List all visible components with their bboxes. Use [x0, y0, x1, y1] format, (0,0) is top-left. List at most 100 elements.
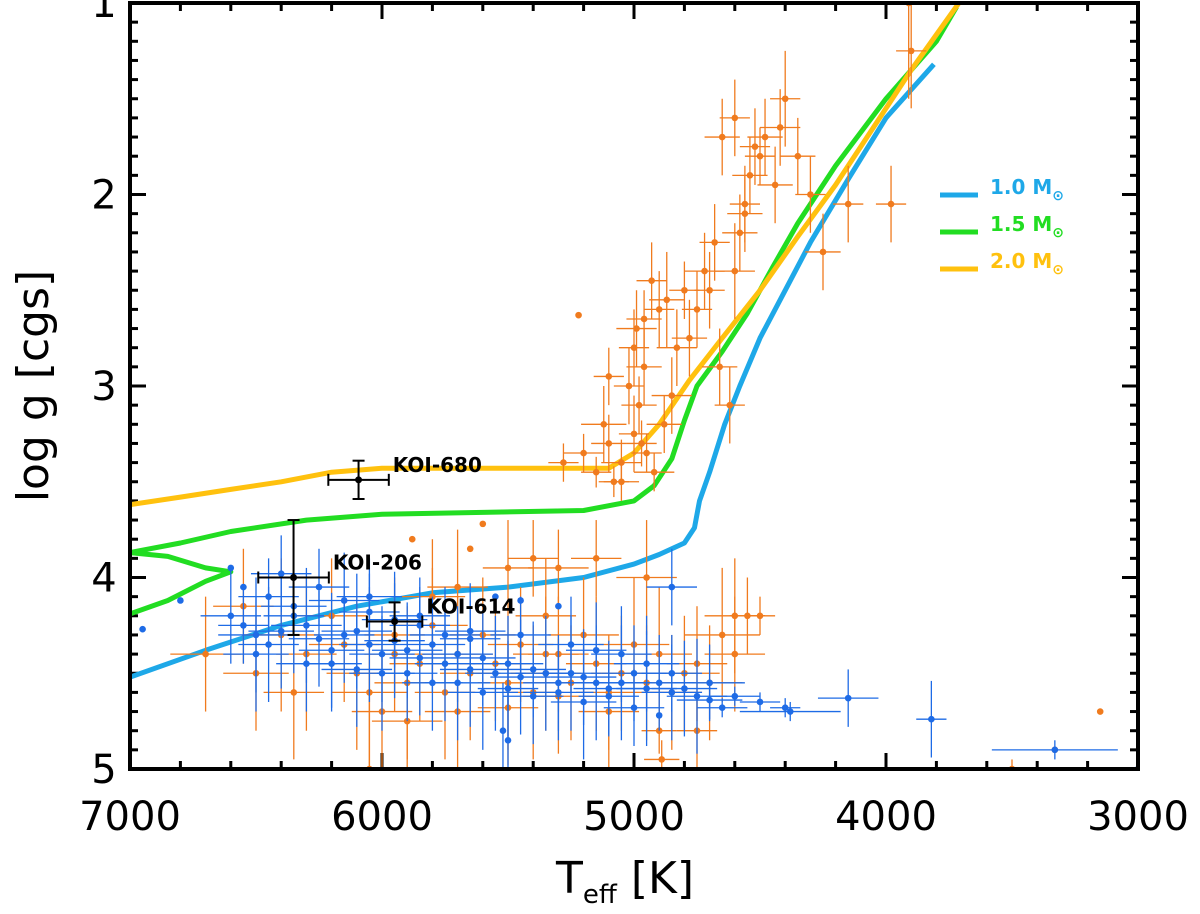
orange-star [684, 567, 760, 702]
koi-star-koi-680: KOI-680 [327, 453, 482, 500]
x-tick-label: 6000 [331, 794, 433, 840]
orange-star [528, 529, 589, 607]
track-1-5-msun [130, 5, 959, 617]
orange-star [714, 223, 755, 319]
blue-star [538, 596, 604, 693]
orange-star [671, 299, 708, 377]
orange-star [896, 3, 927, 109]
blue-star [817, 669, 879, 727]
y-tick-label: 3 [91, 364, 116, 410]
blue-star [276, 615, 337, 712]
axis-labels: 7000 6000 5000 4000 3000 1 2 3 4 5 [79, 0, 1189, 840]
blue-star [646, 548, 697, 626]
blue-star [641, 634, 703, 712]
orange-star [704, 98, 740, 176]
legend-label-3: 2.0 M⊙ [990, 249, 1064, 278]
legend-label-2: 1.5 M⊙ [990, 212, 1064, 241]
legend: 1.0 M⊙ 1.5 M⊙ 2.0 M⊙ [940, 175, 1064, 278]
blue-star [651, 640, 718, 737]
orange-star [508, 520, 559, 597]
orange-star [744, 596, 776, 635]
orange-star [548, 443, 579, 482]
plot-frame [128, 1, 1140, 771]
blue-star [591, 606, 652, 702]
y-tick-label: 1 [91, 0, 116, 27]
blue-star [739, 692, 781, 712]
y-tick-label: 5 [91, 747, 116, 793]
orange-star [702, 328, 738, 406]
blue-star [200, 567, 262, 664]
orange-star [479, 520, 487, 528]
orange-star [656, 309, 697, 386]
blue-star [308, 552, 380, 649]
orange-star [626, 420, 657, 467]
y-tick-label: 2 [91, 173, 116, 219]
blue-star [218, 587, 269, 664]
blue-star [250, 535, 312, 612]
blue-star [223, 596, 289, 712]
x-axis-title: Teff [K] [555, 853, 694, 910]
blue-star [177, 597, 184, 604]
orange-star [482, 520, 534, 616]
orange-star [732, 137, 768, 214]
orange-star [795, 156, 826, 233]
orange-star [613, 347, 645, 425]
blue-star [502, 648, 564, 745]
blue-star [434, 583, 506, 679]
blue-star [565, 602, 627, 699]
orange-star [581, 456, 612, 488]
y-tick-label: 4 [91, 556, 116, 602]
orange-star [833, 165, 864, 243]
orange-star [747, 98, 783, 176]
blue-star [739, 701, 841, 722]
orange-star [571, 520, 622, 597]
blue-star [709, 686, 760, 706]
orange-star [644, 271, 675, 348]
blue-star [424, 625, 491, 741]
orange-star [805, 213, 841, 291]
blue-star [770, 698, 801, 718]
orange-star [739, 108, 771, 185]
orange-star [466, 545, 474, 553]
orange-star [593, 347, 624, 406]
y-axis-title: log g [cgs] [8, 270, 59, 502]
blue-star [288, 548, 350, 626]
blue-star [523, 644, 594, 741]
blue-star [504, 682, 512, 769]
blue-star [613, 615, 680, 712]
orange-star [719, 79, 750, 157]
legend-label-1: 1.0 M⊙ [990, 175, 1064, 204]
orange-star [616, 290, 657, 367]
orange-star [618, 395, 650, 473]
orange-star [875, 165, 907, 243]
orange-star [699, 204, 730, 281]
orange-star [575, 311, 582, 319]
orange-star [694, 251, 725, 329]
blue-star [603, 669, 665, 747]
orange-star [649, 251, 685, 348]
orange-star [722, 194, 758, 272]
koi-label: KOI-680 [393, 453, 482, 477]
blue-star [492, 593, 499, 600]
track-1-0-msun [130, 62, 936, 680]
blue-star [490, 596, 551, 674]
blue-star [376, 625, 438, 722]
orange-star [651, 357, 692, 434]
orange-star [727, 175, 763, 252]
orange-star [631, 433, 662, 473]
blue-star [655, 712, 663, 719]
blue-star [409, 587, 481, 683]
blue-star [676, 680, 743, 720]
x-tick-label: 7000 [79, 794, 181, 840]
blue-star [240, 583, 247, 591]
blue-star [389, 577, 451, 655]
x-tick-label: 4000 [835, 794, 937, 840]
blue-star [991, 740, 1118, 760]
orange-star [770, 50, 801, 147]
koi-label: KOI-206 [333, 551, 422, 575]
blue-star [555, 602, 562, 610]
orange-star [644, 740, 680, 769]
orange-star-points [170, 3, 1104, 769]
